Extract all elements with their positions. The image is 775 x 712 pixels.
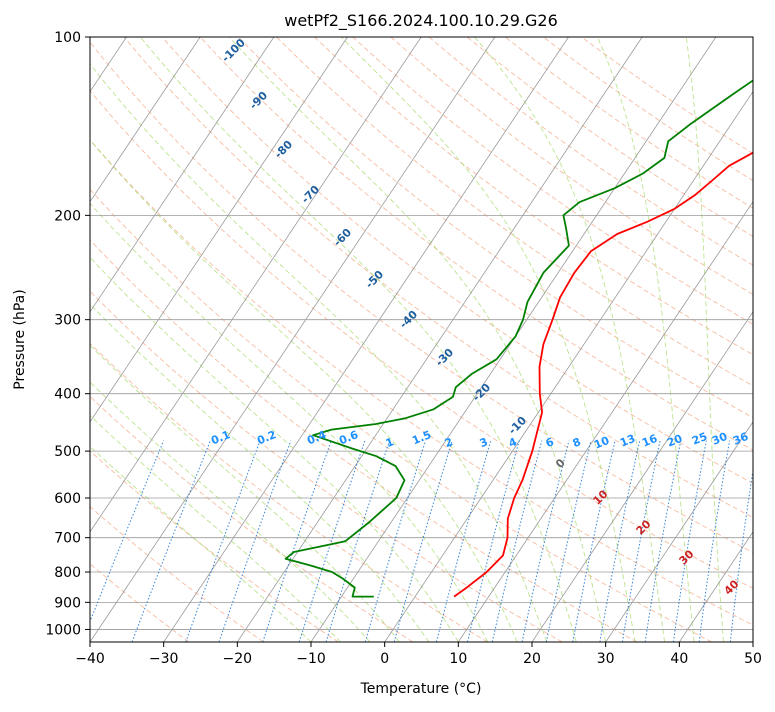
x-tick-label: 10 <box>449 651 467 667</box>
x-tick-label: 0 <box>380 651 389 667</box>
y-tick-label: 1000 <box>45 622 81 638</box>
y-tick-label: 100 <box>54 30 81 46</box>
plot-background <box>90 37 753 642</box>
y-tick-label: 300 <box>54 313 81 329</box>
x-tick-label: 20 <box>523 651 541 667</box>
y-tick-label: 400 <box>54 387 81 403</box>
x-tick-label: 50 <box>744 651 762 667</box>
x-tick-label: −20 <box>223 651 253 667</box>
x-tick-label: −30 <box>149 651 179 667</box>
x-tick-label: 40 <box>670 651 688 667</box>
y-tick-label: 900 <box>54 595 81 611</box>
y-tick-label: 500 <box>54 444 81 460</box>
y-axis-label: Pressure (hPa) <box>12 289 28 389</box>
y-tick-label: 800 <box>54 565 81 581</box>
isotherm-line <box>753 37 775 642</box>
x-axis-label: Temperature (°C) <box>360 681 482 697</box>
x-tick-label: −10 <box>296 651 326 667</box>
x-tick-label: −40 <box>75 651 105 667</box>
chart-title: wetPf2_S166.2024.100.10.29.G26 <box>284 11 558 31</box>
y-tick-label: 600 <box>54 491 81 507</box>
y-tick-label: 700 <box>54 531 81 547</box>
y-tick-label: 200 <box>54 208 81 224</box>
x-tick-label: 30 <box>597 651 615 667</box>
